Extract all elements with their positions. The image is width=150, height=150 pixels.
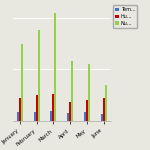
Legend: Tem..., Hu..., Nu...: Tem..., Hu..., Nu... [113,5,137,28]
Bar [84,112,86,121]
Bar [34,112,36,121]
Bar [36,95,38,121]
Bar [105,85,106,121]
Bar [88,64,90,121]
Bar [21,44,23,121]
Bar [67,113,69,121]
Bar [17,112,19,121]
Bar [50,111,52,121]
Bar [86,100,88,121]
Bar [19,98,21,121]
Bar [102,98,105,121]
Bar [100,114,102,121]
Bar [69,102,71,121]
Bar [52,94,54,121]
Bar [38,30,40,121]
Bar [71,61,73,121]
Bar [54,13,56,121]
